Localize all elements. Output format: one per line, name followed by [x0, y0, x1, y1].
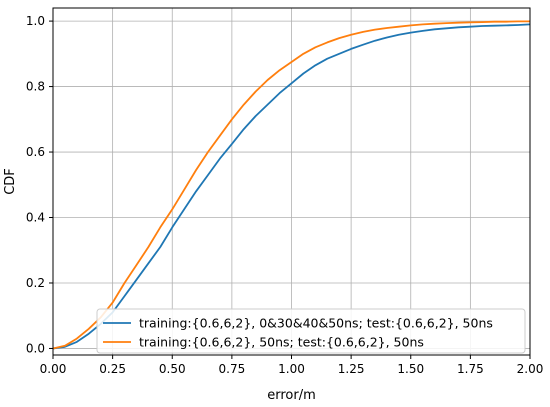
x-tick-label: 2.00 — [517, 362, 544, 376]
y-tick-label: 1.0 — [26, 14, 45, 28]
series-lines — [52, 20, 531, 350]
x-axis-label: error/m — [267, 388, 316, 403]
y-tick-label: 0.4 — [26, 211, 45, 225]
y-axis-label: CDF — [3, 168, 18, 195]
axis-ticks: 0.00 0.25 0.50 0.75 1.00 1.25 1.50 1.75 2.00 0.0 0… — [26, 14, 543, 376]
x-tick-label: 1.75 — [457, 362, 484, 376]
x-tick-label: 1.50 — [397, 362, 424, 376]
x-tick-label: 1.00 — [278, 362, 305, 376]
series-line-2 — [52, 20, 530, 350]
legend: training:{0.6,6,2}, 0&30&40&50ns; test:{… — [96, 308, 526, 354]
y-tick-label: 0.2 — [26, 276, 45, 290]
x-tick-label: 1.25 — [338, 362, 365, 376]
series-line-1 — [52, 23, 531, 350]
grid-lines — [52, 8, 531, 355]
x-tick-label: 0.00 — [40, 362, 67, 376]
x-tick-label: 0.50 — [159, 362, 186, 376]
y-tick-label: 0.6 — [26, 145, 45, 159]
y-tick-label: 0.0 — [26, 341, 45, 355]
legend-label-2: training:{0.6,6,2}, 50ns; test:{0.6,6,2}… — [139, 335, 424, 350]
y-tick-label: 0.8 — [26, 80, 45, 94]
legend-label-1: training:{0.6,6,2}, 0&30&40&50ns; test:{… — [139, 316, 493, 331]
legend-box — [96, 308, 526, 354]
x-tick-label: 0.75 — [219, 362, 246, 376]
x-tick-label: 0.25 — [99, 362, 126, 376]
